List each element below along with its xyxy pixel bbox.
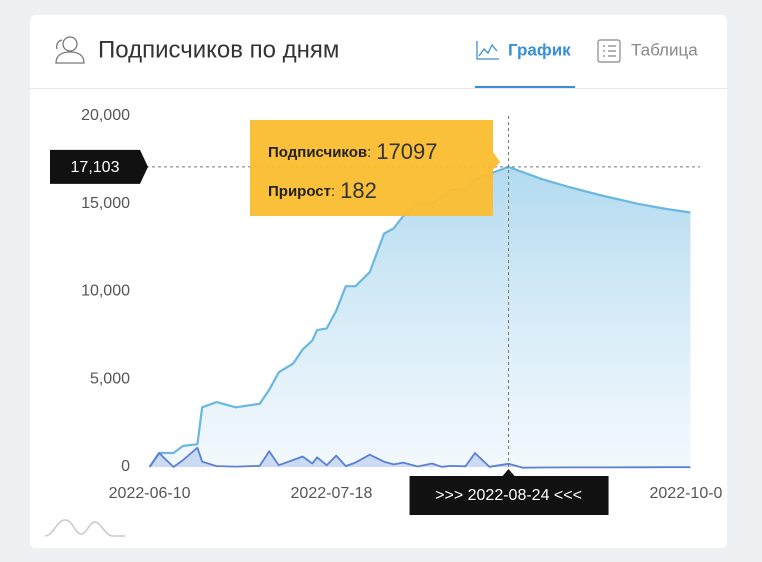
y-tick-label: 20,000 (81, 107, 130, 124)
area (149, 447, 691, 468)
plot: 0 5,000 10,000 15,000 20,000 2022-06-10 2022-0… (81, 107, 732, 502)
line (148, 165, 691, 468)
tooltip-separator: : (367, 144, 371, 161)
crosshair-y-box (50, 149, 148, 184)
line (148, 446, 691, 469)
y-tick-label: 5,000 (90, 370, 130, 387)
x-tick-label: 2022-06-10 (109, 485, 191, 502)
tooltip-label: Прирост (268, 183, 331, 200)
tab[interactable]: График (508, 40, 571, 59)
tooltip-value: 182 (340, 178, 377, 203)
tooltip-row: Подписчиков: 17097 (268, 139, 438, 164)
crosshair-x-label: >>> 2022-08-24 <<< (435, 487, 582, 504)
logo (44, 519, 125, 537)
y-tick-label: 0 (121, 458, 130, 475)
table-tab-icon[interactable] (597, 39, 621, 63)
chart-tab-icon[interactable] (476, 41, 499, 60)
user-icon (55, 36, 85, 64)
x-tick-label: 2022-10-01 (650, 485, 732, 502)
tab[interactable]: Таблица (631, 40, 698, 59)
x-tick-label: 2022-07-18 (291, 485, 373, 502)
tooltip-separator: : (331, 183, 335, 200)
header-title: Подписчиков по дням (98, 36, 339, 63)
active-tab-underline (475, 86, 575, 88)
y-tick-label: 10,000 (81, 283, 130, 300)
crosshair-y-label: 17,103 (71, 159, 120, 176)
area (149, 166, 691, 467)
crosshair-x-box (409, 469, 609, 515)
tooltip-value: 17097 (376, 139, 437, 164)
tooltip-label: Подписчиков (268, 144, 367, 161)
y-tick-label: 15,000 (81, 195, 130, 212)
tooltip-box (250, 120, 500, 216)
tooltip-row: Прирост: 182 (268, 178, 377, 203)
